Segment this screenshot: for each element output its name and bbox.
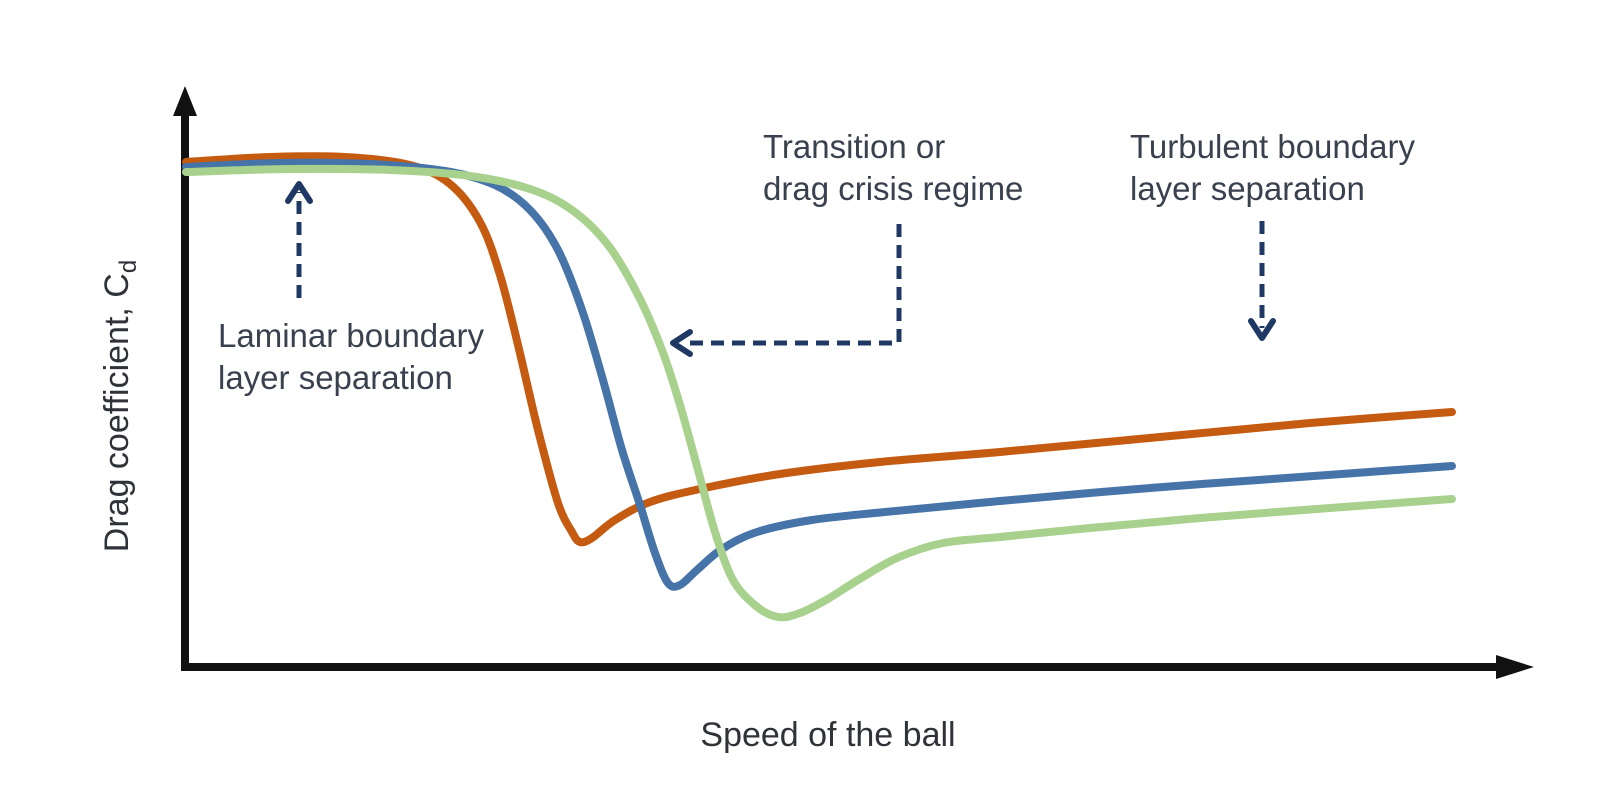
annotation-laminar-line2: layer separation — [218, 359, 453, 396]
annotation-turbulent: Turbulent boundary layer separation — [1130, 126, 1415, 210]
y-axis-label: Drag coefficient, Cd — [98, 156, 142, 656]
annotation-transition-line2: drag crisis regime — [763, 170, 1024, 207]
y-axis — [173, 86, 197, 670]
transition-arrow-line — [684, 224, 902, 346]
y-axis-label-text: Drag coefficient, C — [98, 273, 136, 553]
x-axis — [181, 655, 1534, 679]
laminar-arrow-head-icon — [285, 181, 313, 204]
transition-arrow-head-icon — [670, 329, 693, 357]
turbulent-arrow-head-icon — [1248, 318, 1276, 341]
x-axis-arrowhead-icon — [1496, 655, 1534, 679]
curve-green — [182, 164, 1456, 622]
annotation-transition: Transition or drag crisis regime — [763, 126, 1023, 210]
annotation-transition-line1: Transition or — [763, 128, 946, 165]
y-axis-label-subscript: d — [114, 259, 142, 274]
curve-group — [182, 152, 1456, 622]
annotation-turbulent-line2: layer separation — [1130, 170, 1365, 207]
x-axis-label: Speed of the ball — [700, 716, 956, 754]
annotation-laminar: Laminar boundary layer separation — [218, 315, 484, 399]
annotation-arrow-group — [285, 181, 1276, 357]
y-axis-arrowhead-icon — [173, 86, 197, 116]
annotation-laminar-line1: Laminar boundary — [218, 317, 484, 354]
annotation-turbulent-line1: Turbulent boundary — [1130, 128, 1415, 165]
